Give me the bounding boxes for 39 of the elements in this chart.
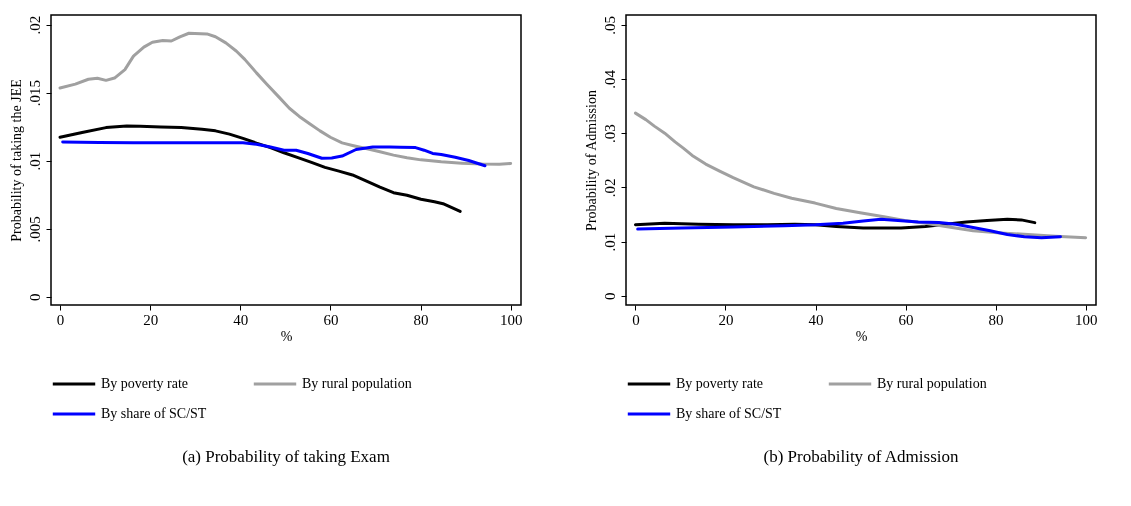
y-tick-label: .01 bbox=[601, 232, 618, 252]
legend-label: By share of SC/ST bbox=[676, 406, 782, 421]
y-tick-label: .015 bbox=[26, 79, 43, 107]
legend-label: By poverty rate bbox=[676, 376, 764, 391]
x-tick-label: 20 bbox=[143, 311, 159, 328]
y-tick-label: .01 bbox=[26, 151, 43, 171]
x-tick-label: 20 bbox=[718, 311, 734, 328]
x-tick-label: 60 bbox=[898, 311, 914, 328]
x-tick-label: 40 bbox=[808, 311, 824, 328]
x-tick-label: 80 bbox=[413, 311, 429, 328]
y-axis-title: Probability of Admission bbox=[583, 90, 599, 231]
x-tick-label: 60 bbox=[323, 311, 339, 328]
y-tick-label: 0 bbox=[601, 292, 618, 301]
line-series bbox=[58, 124, 462, 213]
y-tick-label: .04 bbox=[601, 69, 618, 89]
legend-label: By rural population bbox=[877, 376, 987, 391]
y-tick-label: .02 bbox=[601, 178, 618, 198]
legend-label: By share of SC/ST bbox=[101, 406, 207, 421]
text: (b) Probability of Admission bbox=[763, 447, 960, 466]
line-series bbox=[61, 140, 487, 168]
legend-label: By poverty rate bbox=[101, 376, 189, 391]
y-tick-label: .05 bbox=[601, 15, 618, 35]
x-axis-title: % bbox=[855, 328, 868, 344]
y-tick-label: .02 bbox=[26, 15, 43, 35]
line-series bbox=[58, 31, 513, 166]
line-series bbox=[636, 217, 1062, 240]
x-tick-label: 40 bbox=[233, 311, 249, 328]
x-tick-label: 80 bbox=[988, 311, 1004, 328]
y-tick-label: .005 bbox=[26, 216, 43, 243]
legend-label: By rural population bbox=[302, 376, 412, 391]
text: (a) Probability of taking Exam bbox=[182, 447, 390, 466]
x-tick-label: 0 bbox=[56, 311, 65, 328]
x-tick-label: 100 bbox=[499, 311, 523, 328]
x-tick-label: 0 bbox=[632, 311, 640, 328]
y-tick-label: 0 bbox=[26, 293, 43, 302]
x-axis-title: % bbox=[280, 328, 293, 344]
y-tick-label: .03 bbox=[601, 124, 618, 144]
x-tick-label: 100 bbox=[1074, 311, 1098, 328]
y-axis-title: Probability of taking the JEE bbox=[8, 79, 24, 242]
